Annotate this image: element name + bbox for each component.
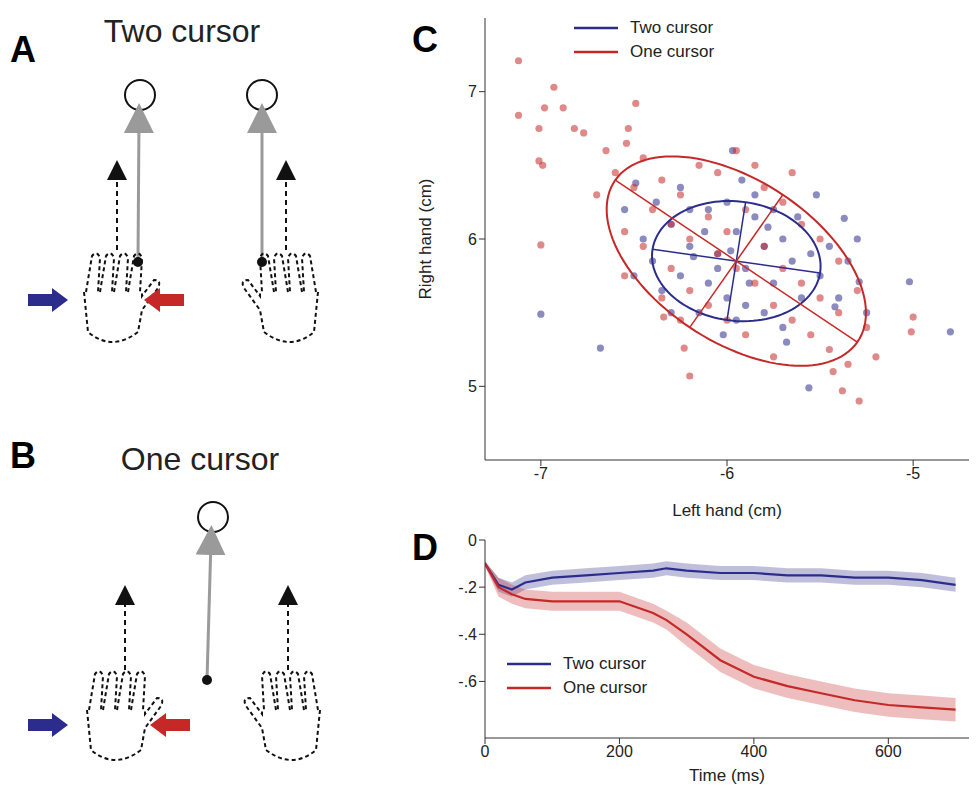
- svg-text:-.6: -.6: [458, 673, 477, 690]
- svg-text:-.4: -.4: [458, 626, 477, 643]
- svg-text:-.2: -.2: [458, 579, 477, 596]
- svg-text:400: 400: [741, 743, 768, 760]
- svg-text:0: 0: [468, 532, 477, 549]
- svg-text:6: 6: [468, 231, 477, 248]
- svg-text:-6: -6: [720, 465, 734, 482]
- html-text:Two cursor: Two cursor: [563, 654, 647, 673]
- svg-text:B: B: [10, 435, 36, 476]
- svg-text:One cursor: One cursor: [121, 441, 280, 477]
- svg-text:-5: -5: [906, 465, 920, 482]
- html-text:Two cursor: Two cursor: [630, 18, 714, 37]
- svg-text:Two cursor: Two cursor: [104, 13, 261, 49]
- svg-text:Time (ms): Time (ms): [689, 766, 765, 785]
- svg-text:200: 200: [606, 743, 633, 760]
- svg-text:5: 5: [468, 378, 477, 395]
- svg-text:7: 7: [468, 83, 477, 100]
- html-text:C: C: [412, 19, 438, 60]
- svg-text:0: 0: [481, 743, 490, 760]
- svg-text:A: A: [10, 29, 36, 70]
- svg-text:Left hand (cm): Left hand (cm): [672, 501, 782, 520]
- html-text:One cursor: One cursor: [630, 42, 715, 61]
- svg-text:Right hand (cm): Right hand (cm): [416, 179, 435, 300]
- html-text:D: D: [412, 527, 438, 568]
- html-text:One cursor: One cursor: [563, 678, 648, 697]
- svg-text:-7: -7: [534, 465, 548, 482]
- svg-text:600: 600: [875, 743, 902, 760]
